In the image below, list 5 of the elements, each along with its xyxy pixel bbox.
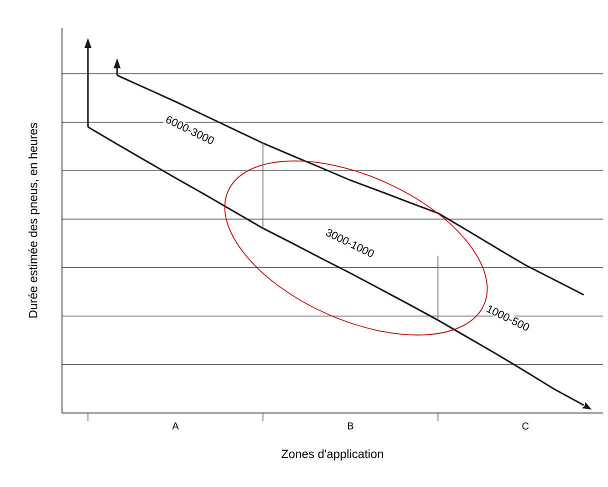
x-tick-label: A	[172, 422, 179, 430]
x-tick-label: C	[522, 422, 529, 430]
x-tick-label: B	[348, 422, 354, 430]
x-axis-title: Zones d'application	[282, 449, 384, 461]
y-axis-title: Durée estimée des pneus, en heures	[28, 122, 40, 318]
